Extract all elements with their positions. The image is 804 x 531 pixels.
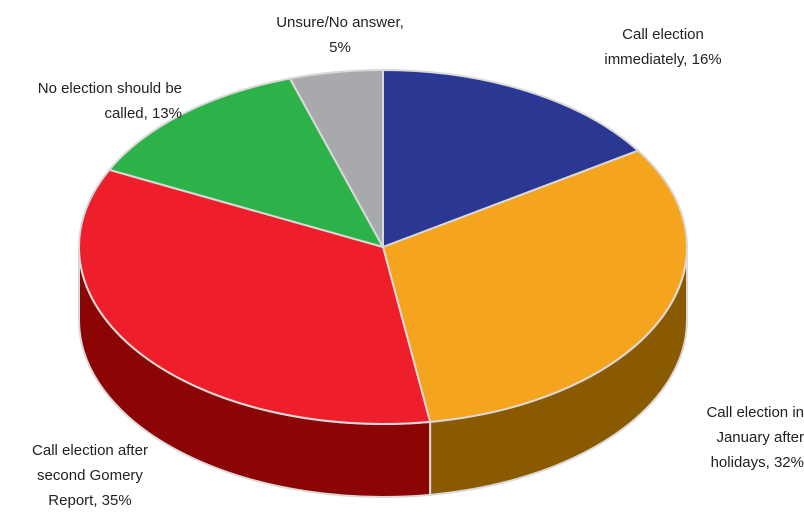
slice-label-unsure: Unsure/No answer, 5% bbox=[276, 14, 404, 56]
slice-label-call-election-january: Call election in January after holidays,… bbox=[706, 404, 804, 471]
pie-slice-call-election-in-january-after-holidays bbox=[382, 149, 688, 423]
slice-label-call-election-after-gomery: Call election after second Gomery Report… bbox=[32, 442, 148, 509]
pie-slice-unsure-no-answer bbox=[288, 69, 384, 248]
pie-slice-call-election-immediately bbox=[382, 69, 640, 248]
slice-label-no-election: No election should be called, 13% bbox=[37, 80, 182, 122]
pie-slice-call-election-after-second-gomery-report bbox=[78, 168, 432, 425]
slice-label-call-election-immediately: Call election immediately, 16% bbox=[604, 26, 722, 68]
pie-slices bbox=[78, 69, 688, 425]
pie-slice-no-election-should-be-called bbox=[108, 77, 384, 248]
